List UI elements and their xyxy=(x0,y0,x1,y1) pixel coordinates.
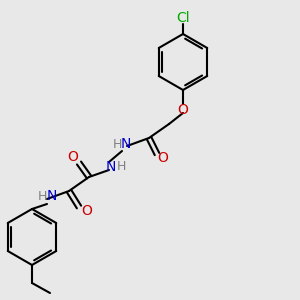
Text: O: O xyxy=(68,150,78,164)
Text: O: O xyxy=(178,103,188,117)
Text: N: N xyxy=(106,160,116,174)
Text: Cl: Cl xyxy=(176,11,190,25)
Text: H: H xyxy=(116,160,126,173)
Text: O: O xyxy=(82,204,92,218)
Text: O: O xyxy=(158,151,168,165)
Text: H: H xyxy=(37,190,47,202)
Text: H: H xyxy=(112,137,122,151)
Text: N: N xyxy=(47,189,57,203)
Text: N: N xyxy=(121,137,131,151)
